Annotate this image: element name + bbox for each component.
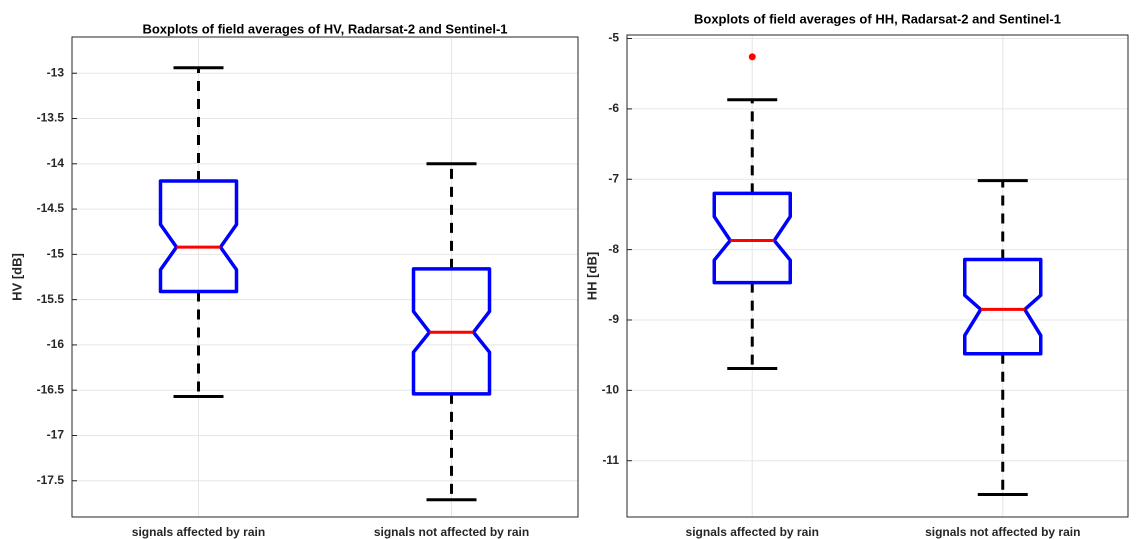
x-tick-label: signals not affected by rain [374,525,529,539]
y-tick-label: -6 [608,101,619,115]
y-tick-label: -9 [608,312,619,326]
y-tick-label: -14 [47,156,65,170]
box [411,267,492,396]
axes-frame [71,36,579,518]
plot-area [627,35,1128,517]
y-tick-label: -13.5 [37,111,65,125]
y-tick-label: -15 [47,247,65,261]
axes-frame [626,34,1129,518]
box [963,257,1043,356]
outlier [748,53,756,61]
plot-area [72,37,578,517]
x-tick-label: signals affected by rain [686,525,819,539]
y-tick-label: -14.5 [37,201,65,215]
y-tick-label: -13 [47,65,65,79]
y-tick-label: -16.5 [37,382,65,396]
y-axis-label: HV [dB] [9,253,24,301]
box [712,191,792,285]
y-tick-label: -16 [47,337,65,351]
y-tick-label: -11 [602,453,619,467]
x-tick-label: signals affected by rain [132,525,265,539]
y-tick-label: -7 [608,171,619,185]
box [158,179,239,294]
chart-title: Boxplots of field averages of HH, Radars… [694,11,1061,26]
y-tick-label: -15.5 [37,292,65,306]
y-tick-label: -17 [47,428,65,442]
x-tick-label: signals not affected by rain [925,525,1080,539]
y-tick-label: -17.5 [37,473,65,487]
y-tick-label: -8 [608,242,619,256]
y-tick-label: -10 [602,383,620,397]
y-tick-label: -5 [608,31,619,45]
y-axis-label: HH [dB] [584,252,599,300]
chart-title: Boxplots of field averages of HV, Radars… [142,21,507,36]
